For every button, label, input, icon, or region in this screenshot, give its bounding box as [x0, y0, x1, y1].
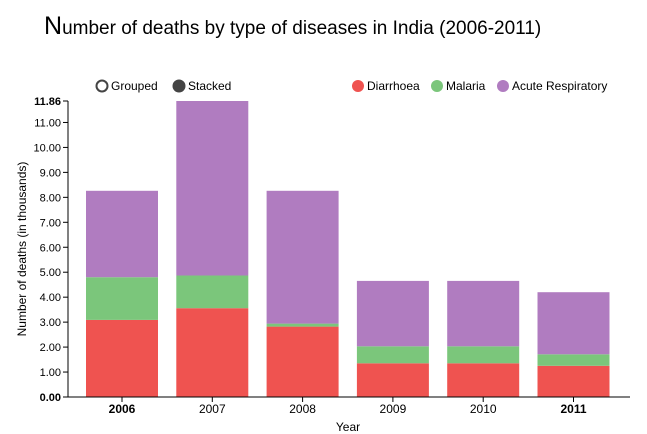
x-tick-label-2010: 2010: [470, 402, 497, 416]
control-grouped-label[interactable]: Grouped: [111, 79, 158, 93]
y-tick-label: 5.00: [40, 267, 61, 279]
bar-malaria-2010[interactable]: [447, 346, 520, 364]
bar-malaria-2007[interactable]: [176, 275, 249, 309]
bar-malaria-2011[interactable]: [537, 354, 610, 366]
bar-acute-respiratory-2008[interactable]: [266, 190, 339, 324]
bar-diarrhoea-2008[interactable]: [266, 326, 339, 397]
bar-malaria-2008[interactable]: [266, 323, 339, 327]
chart-title-rest: umber of deaths by type of diseases in I…: [62, 18, 542, 39]
bar-diarrhoea-2006[interactable]: [86, 319, 158, 397]
x-tick-label-2011: 2011: [560, 402, 586, 416]
bar-malaria-2006[interactable]: [86, 277, 158, 320]
control-stacked-label[interactable]: Stacked: [188, 79, 231, 93]
bar-acute-respiratory-2006[interactable]: [86, 190, 158, 278]
bar-diarrhoea-2010[interactable]: [447, 363, 520, 397]
legend-swatch-acute-respiratory[interactable]: [497, 80, 509, 92]
legend-item-diarrhoea[interactable]: Diarrhoea: [352, 79, 420, 93]
legend-label-malaria[interactable]: Malaria: [446, 79, 486, 93]
control-grouped[interactable]: Grouped: [95, 79, 158, 93]
chart-title-initial: N: [44, 12, 63, 40]
x-tick-label-2007: 2007: [199, 402, 226, 416]
control-stacked-radio[interactable]: [172, 79, 186, 93]
chart-title: Number of deaths by type of diseases in …: [44, 12, 541, 41]
control-stacked[interactable]: Stacked: [172, 79, 232, 93]
y-tick-label: 1.00: [40, 367, 61, 379]
legend-item-malaria[interactable]: Malaria: [431, 79, 486, 93]
legend-swatch-malaria[interactable]: [431, 80, 443, 92]
bar-diarrhoea-2011[interactable]: [537, 365, 610, 397]
bar-diarrhoea-2009[interactable]: [356, 363, 429, 397]
y-axis-label: Number of deaths (in thousands): [15, 162, 29, 337]
x-tick-label-2009: 2009: [380, 402, 407, 416]
y-axis: 0.00 1.00 2.00 3.00 4.00 5.00 6.00 7.00 8.00 9.00…: [33, 96, 69, 404]
y-tick-label: 6.00: [40, 242, 61, 254]
legend-item-acute-respiratory[interactable]: Acute Respiratory: [497, 79, 607, 93]
chart-legend: Diarrhoea Malaria Acute Respiratory: [352, 79, 607, 93]
x-axis-label: Year: [336, 420, 360, 434]
y-tick-label: 9.00: [40, 167, 61, 179]
chart-mode-controls: Grouped Stacked: [95, 79, 232, 93]
bar-acute-respiratory-2009[interactable]: [356, 280, 429, 347]
legend-label-acute-respiratory[interactable]: Acute Respiratory: [512, 79, 607, 93]
y-tick-label: 11.86: [34, 96, 61, 108]
y-tick-label: 3.00: [40, 317, 61, 329]
x-tick-label-2008: 2008: [289, 402, 316, 416]
legend-swatch-diarrhoea[interactable]: [352, 80, 364, 92]
y-tick-label: 2.00: [40, 342, 61, 354]
y-tick-label: 10.00: [33, 142, 61, 154]
y-tick-label: 0.00: [40, 392, 61, 404]
bar-malaria-2009[interactable]: [356, 346, 429, 364]
control-grouped-radio[interactable]: [95, 79, 109, 93]
y-tick-label: 4.00: [40, 292, 61, 304]
bars-layer: [86, 101, 610, 397]
y-tick-label: 11.00: [34, 117, 61, 129]
y-tick-label: 8.00: [40, 192, 61, 204]
bar-acute-respiratory-2007[interactable]: [176, 101, 249, 276]
bar-diarrhoea-2007[interactable]: [176, 308, 249, 397]
bar-acute-respiratory-2011[interactable]: [537, 292, 610, 355]
x-tick-label-2006: 2006: [109, 402, 136, 416]
legend-label-diarrhoea[interactable]: Diarrhoea: [367, 79, 420, 93]
bar-acute-respiratory-2010[interactable]: [447, 280, 520, 347]
x-axis: 2006 2007 2008 2009 2010 2011: [68, 396, 630, 416]
y-tick-label: 7.00: [40, 217, 61, 229]
